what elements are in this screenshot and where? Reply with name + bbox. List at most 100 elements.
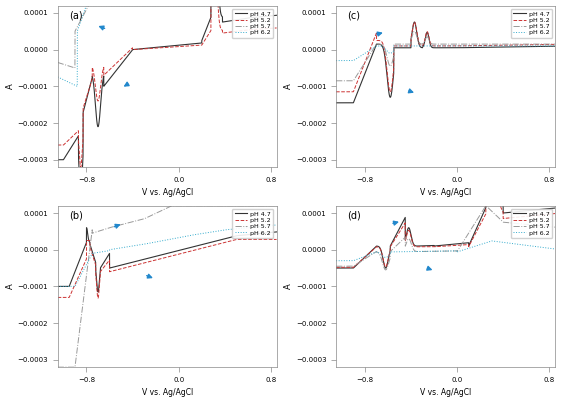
pH 4.7 [358,81,365,86]
pH 6.2 [269,223,275,228]
pH 5.7 [411,29,418,34]
Line: pH 5.2: pH 5.2 [58,0,277,167]
pH 4.7 [371,246,378,251]
pH 5.2 [269,26,276,31]
pH 4.7 [358,258,365,263]
pH 5.7 [92,230,99,235]
pH 5.7 [382,268,389,272]
pH 4.7 [139,258,145,262]
pH 5.7 [524,42,531,46]
pH 4.7 [79,159,86,164]
Y-axis label: A: A [6,83,15,89]
pH 5.7 [245,203,252,208]
pH 5.2 [426,244,433,249]
Line: pH 4.7: pH 4.7 [336,22,555,103]
pH 6.2 [74,84,81,89]
pH 4.7 [524,44,531,49]
X-axis label: V vs. Ag/AgCl: V vs. Ag/AgCl [420,388,471,397]
Line: pH 4.7: pH 4.7 [58,228,277,292]
pH 5.2 [417,42,424,47]
pH 4.7 [524,208,531,213]
pH 5.2 [54,143,61,147]
Text: (c): (c) [347,10,360,21]
pH 5.7 [417,249,424,254]
pH 4.7 [246,15,252,20]
pH 5.2 [371,37,378,42]
pH 4.7 [93,106,99,111]
pH 5.2 [426,38,433,43]
pH 4.7 [333,100,339,105]
pH 5.7 [548,42,554,46]
pH 4.7 [417,44,424,49]
Legend: pH 4.7, pH 5.2, pH 5.7, pH 6.2: pH 4.7, pH 5.2, pH 5.7, pH 6.2 [232,209,273,238]
pH 4.7 [139,46,145,51]
pH 5.7 [168,203,175,208]
Text: (b): (b) [68,210,82,220]
pH 6.2 [246,3,252,8]
pH 5.7 [426,249,433,254]
pH 6.2 [551,44,558,48]
pH 5.2 [54,295,61,300]
pH 6.2 [524,44,531,48]
pH 6.2 [79,269,86,274]
Legend: pH 4.7, pH 5.2, pH 5.7, pH 6.2: pH 4.7, pH 5.2, pH 5.7, pH 6.2 [511,209,552,238]
pH 5.7 [93,0,99,5]
pH 5.7 [524,222,531,227]
pH 6.2 [358,256,365,260]
pH 5.2 [93,87,99,91]
Y-axis label: A: A [6,284,15,289]
Line: pH 6.2: pH 6.2 [336,241,555,261]
pH 5.7 [54,365,61,370]
pH 5.2 [148,259,155,264]
pH 5.2 [246,237,252,242]
pH 6.2 [54,284,61,289]
Text: (a): (a) [68,10,82,21]
pH 6.2 [426,44,433,48]
Line: pH 5.7: pH 5.7 [58,206,277,367]
pH 5.2 [333,265,339,270]
pH 4.7 [83,225,90,230]
pH 4.7 [246,232,252,237]
pH 5.2 [269,237,276,242]
pH 4.7 [148,255,155,260]
pH 4.7 [273,13,280,18]
pH 6.2 [333,58,339,63]
pH 5.2 [358,258,365,263]
Line: pH 4.7: pH 4.7 [58,0,277,196]
pH 5.2 [139,261,145,266]
pH 4.7 [488,132,495,137]
pH 6.2 [54,75,61,79]
pH 5.7 [426,39,433,44]
Y-axis label: A: A [284,284,293,289]
pH 5.2 [95,296,102,301]
pH 6.2 [548,246,554,251]
pH 6.2 [548,44,554,48]
pH 5.2 [77,165,84,170]
pH 4.7 [371,48,378,52]
pH 4.7 [79,250,86,255]
pH 6.2 [245,225,252,230]
pH 5.7 [551,225,558,230]
pH 4.7 [95,289,102,294]
pH 5.2 [551,42,558,47]
pH 5.7 [371,251,378,256]
pH 5.2 [524,42,531,47]
Line: pH 5.2: pH 5.2 [58,239,277,298]
pH 4.7 [548,44,554,49]
pH 5.7 [79,14,86,19]
pH 6.2 [358,53,365,58]
pH 4.7 [551,206,558,210]
X-axis label: V vs. Ag/AgCl: V vs. Ag/AgCl [141,188,193,197]
Line: pH 6.2: pH 6.2 [58,6,277,86]
pH 6.2 [524,243,531,248]
pH 4.7 [148,46,155,50]
pH 6.2 [273,3,280,8]
pH 5.2 [92,262,99,267]
pH 5.2 [273,237,280,242]
pH 6.2 [79,13,86,18]
X-axis label: V vs. Ag/AgCl: V vs. Ag/AgCl [141,388,193,397]
pH 5.7 [482,203,489,208]
pH 5.7 [273,203,280,208]
pH 5.2 [524,214,531,219]
pH 4.7 [411,20,418,25]
